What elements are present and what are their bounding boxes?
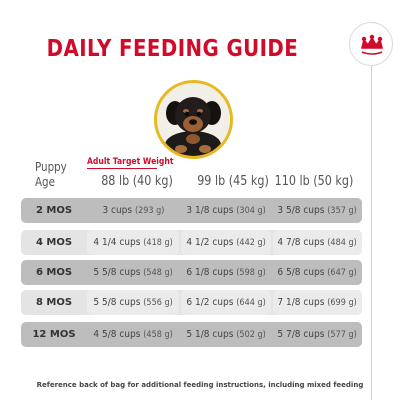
feeding-amount: 4 7/8 cups (484 g) <box>278 230 357 256</box>
feeding-amount-cell: 6 5/8 cups (647 g) <box>273 260 362 285</box>
grams-value: (304 g) <box>236 206 266 216</box>
cups-value: 6 1/8 cups <box>186 267 234 278</box>
feeding-amount-cell: 4 1/2 cups (442 g) <box>181 230 271 255</box>
puppy-age-header-line2: Age <box>35 175 55 189</box>
feeding-amount: 4 1/4 cups (418 g) <box>93 230 172 256</box>
feeding-amount-cell: 6 1/2 cups (644 g) <box>181 290 271 315</box>
table-row: 4 MOS 4 1/4 cups (418 g) 4 1/2 cups (442 g… <box>21 230 362 255</box>
adult-target-weight-underline <box>87 168 157 169</box>
feeding-amount: 6 1/8 cups (598 g) <box>186 260 265 286</box>
feeding-amount: 3 5/8 cups (357 g) <box>278 198 357 224</box>
grams-value: (556 g) <box>143 298 173 308</box>
cups-value: 7 1/8 cups <box>277 297 325 308</box>
feeding-amount: 7 1/8 cups (699 g) <box>278 290 357 316</box>
feeding-amount: 6 1/2 cups (644 g) <box>186 290 265 316</box>
feeding-amount-cell: 3 5/8 cups (357 g) <box>273 198 362 223</box>
cups-value: 6 5/8 cups <box>277 267 325 278</box>
feeding-amount: 5 5/8 cups (548 g) <box>93 260 172 286</box>
table-row: 12 MOS 4 5/8 cups (458 g) 5 1/8 cups (502 … <box>21 322 362 347</box>
feeding-amount-cell: 4 7/8 cups (484 g) <box>273 230 362 255</box>
feeding-amount: 4 1/2 cups (442 g) <box>186 230 265 256</box>
feeding-amount-cell: 7 1/8 cups (699 g) <box>273 290 362 315</box>
feeding-amount-cell: 5 5/8 cups (548 g) <box>87 260 179 285</box>
feeding-amount-cell: 5 5/8 cups (556 g) <box>87 290 179 315</box>
feeding-amount: 6 5/8 cups (647 g) <box>278 260 357 286</box>
page-title: DAILY FEEDING GUIDE <box>46 36 299 62</box>
grams-value: (699 g) <box>327 298 358 308</box>
grams-value: (442 g) <box>236 238 266 248</box>
column-header-88lb: 88 lb (40 kg) <box>101 174 173 189</box>
grams-value: (484 g) <box>327 238 358 248</box>
divider-line <box>371 62 372 400</box>
royal-canin-crown-icon <box>349 22 393 66</box>
cups-value: 4 1/4 cups <box>93 237 141 248</box>
feeding-amount: 5 1/8 cups (502 g) <box>186 322 265 348</box>
grams-value: (458 g) <box>143 330 173 340</box>
grams-value: (644 g) <box>236 298 266 308</box>
cups-value: 5 5/8 cups <box>93 297 141 308</box>
adult-target-weight-label: Adult Target Weight <box>87 157 174 167</box>
feeding-amount: 5 5/8 cups (556 g) <box>93 290 172 316</box>
age-cell: 6 MOS <box>35 267 73 278</box>
table-row: 2 MOS 3 cups (293 g) 3 1/8 cups (304 g) 3 5… <box>21 198 362 223</box>
feeding-amount-cell: 6 1/8 cups (598 g) <box>181 260 271 285</box>
feeding-amount-cell: 5 7/8 cups (577 g) <box>273 322 362 347</box>
grams-value: (647 g) <box>327 268 358 278</box>
age-cell: 8 MOS <box>35 297 73 308</box>
grams-value: (502 g) <box>236 330 266 340</box>
grams-value: (418 g) <box>143 238 173 248</box>
grams-value: (598 g) <box>236 268 266 278</box>
feeding-amount-cell: 4 5/8 cups (458 g) <box>87 322 179 347</box>
feeding-amount-cell: 5 1/8 cups (502 g) <box>181 322 271 347</box>
puppy-age-header-line1: Puppy <box>35 160 67 174</box>
cups-value: 3 1/8 cups <box>186 205 234 216</box>
grams-value: (577 g) <box>327 330 358 340</box>
feeding-amount: 5 7/8 cups (577 g) <box>278 322 357 348</box>
feeding-amount: 3 1/8 cups (304 g) <box>186 198 265 224</box>
cups-value: 5 1/8 cups <box>186 329 234 340</box>
puppy-photo <box>157 83 230 156</box>
age-cell: 2 MOS <box>35 205 73 216</box>
cups-value: 6 1/2 cups <box>186 297 234 308</box>
feeding-amount-cell: 4 1/4 cups (418 g) <box>87 230 179 255</box>
grams-value: (357 g) <box>327 206 358 216</box>
cups-value: 5 7/8 cups <box>277 329 325 340</box>
feeding-amount: 3 cups (293 g) <box>102 198 164 224</box>
puppy-age-header: Puppy Age <box>35 160 80 190</box>
grams-value: (293 g) <box>134 206 165 216</box>
grams-value: (548 g) <box>143 268 173 278</box>
cups-value: 3 cups <box>101 205 132 216</box>
age-cell: 12 MOS <box>32 329 76 340</box>
column-header-99lb: 99 lb (45 kg) <box>197 174 269 189</box>
puppy-photo-frame <box>154 80 233 159</box>
age-cell: 4 MOS <box>35 237 73 248</box>
cups-value: 5 5/8 cups <box>93 267 141 278</box>
footnote: Reference back of bag for additional fee… <box>36 381 364 389</box>
feeding-amount-cell: 3 1/8 cups (304 g) <box>181 198 271 223</box>
cups-value: 3 5/8 cups <box>277 205 325 216</box>
column-header-110lb: 110 lb (50 kg) <box>274 174 354 189</box>
table-row: 8 MOS 5 5/8 cups (556 g) 6 1/2 cups (644 g… <box>21 290 362 315</box>
cups-value: 4 1/2 cups <box>186 237 234 248</box>
cups-value: 4 7/8 cups <box>277 237 325 248</box>
feeding-amount-cell: 3 cups (293 g) <box>87 198 179 223</box>
cups-value: 4 5/8 cups <box>93 329 141 340</box>
table-row: 6 MOS 5 5/8 cups (548 g) 6 1/8 cups (598 g… <box>21 260 362 285</box>
feeding-amount: 4 5/8 cups (458 g) <box>93 322 172 348</box>
